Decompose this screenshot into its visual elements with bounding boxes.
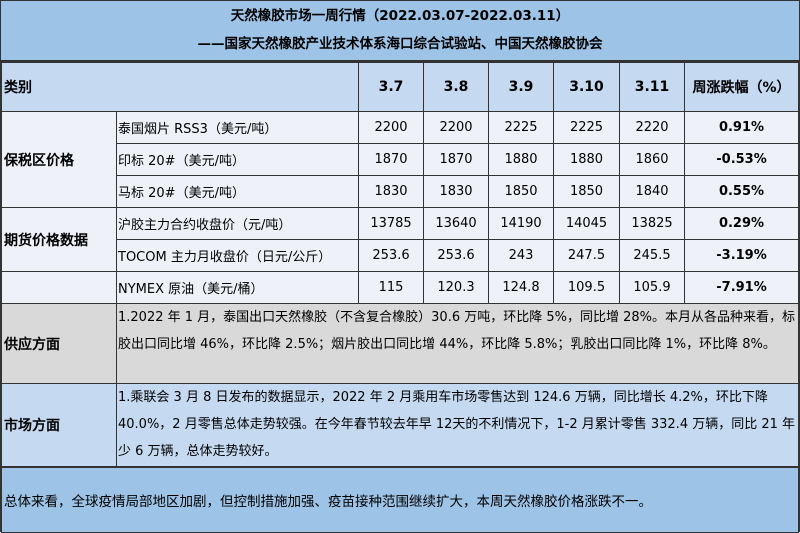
- row-item: 沪胶主力合约收盘价（元/吨）: [116, 207, 359, 240]
- title-line-2: ——国家天然橡胶产业技术体系海口综合试验站、中国天然橡胶协会: [197, 36, 603, 52]
- header-change: 周涨跌幅（%）: [684, 62, 799, 112]
- row-item: NYMEX 原油（美元/桶）: [116, 271, 359, 304]
- row-value: 2200: [358, 111, 424, 144]
- row-value: 1870: [423, 143, 489, 176]
- supply-row: 供应方面 1.2022 年 1 月，泰国出口天然橡胶（不含复合橡胶）30.6 万…: [1, 303, 799, 384]
- row-value: 243: [488, 239, 554, 272]
- row-value: 120.3: [423, 271, 489, 304]
- row-change: 0.91%: [684, 111, 799, 144]
- header-date: 3.11: [619, 62, 685, 112]
- group-bonded: 保税区价格: [1, 111, 117, 208]
- row-value: 247.5: [553, 239, 620, 272]
- row-value: 13640: [423, 207, 489, 240]
- header-row: 类别 3.7 3.8 3.9 3.10 3.11 周涨跌幅（%）: [1, 62, 799, 112]
- market-label: 市场方面: [1, 383, 117, 467]
- row-change: 0.29%: [684, 207, 799, 240]
- row-value: 1880: [553, 143, 620, 176]
- summary-text: 总体来看，全球疫情局部地区加剧，但控制措施加强、疫苗接种范围继续扩大，本周天然橡…: [1, 465, 799, 533]
- row-value: 14190: [488, 207, 554, 240]
- row-value: 1840: [619, 175, 685, 208]
- header-date: 3.10: [553, 62, 620, 112]
- group-futures: 期货价格数据: [1, 207, 117, 272]
- row-value: 2220: [619, 111, 685, 144]
- table-row: 马标 20#（美元/吨） 1830 1830 1850 1850 1840 0.55%: [2, 175, 799, 208]
- table-row: 保税区价格 泰国烟片 RSS3（美元/吨） 2200 2200 2225 2225 2220…: [1, 111, 799, 208]
- row-value: 1850: [488, 175, 554, 208]
- row-value: 124.8: [488, 271, 554, 304]
- row-item: 印标 20#（美元/吨）: [116, 143, 359, 176]
- title-line-1: 天然橡胶市场一周行情（2022.03.07-2022.03.11）: [230, 8, 570, 24]
- price-table: 类别 3.7 3.8 3.9 3.10 3.11 周涨跌幅（%） 保税区价格 泰国…: [1, 62, 799, 533]
- row-value: 1830: [358, 175, 424, 208]
- row-value: 253.6: [423, 239, 489, 272]
- summary-row: 总体来看，全球疫情局部地区加剧，但控制措施加强、疫苗接种范围继续扩大，本周天然橡…: [1, 465, 799, 533]
- row-value: 13785: [358, 207, 424, 240]
- header-date: 3.9: [488, 62, 554, 112]
- row-value: 1880: [488, 143, 554, 176]
- group-empty: [1, 271, 117, 304]
- row-value: 105.9: [619, 271, 685, 304]
- header-date: 3.7: [358, 62, 424, 112]
- market-row: 市场方面 1.乘联会 3 月 8 日发布的数据显示，2022 年 2 月乘用车市…: [1, 383, 799, 467]
- row-value: 1850: [553, 175, 620, 208]
- row-item: 泰国烟片 RSS3（美元/吨）: [116, 111, 359, 144]
- row-item: TOCOM 主力月收盘价（日元/公斤）: [116, 239, 359, 272]
- row-value: 1870: [358, 143, 424, 176]
- table-row: NYMEX 原油（美元/桶） 115 120.3 124.8 109.5 105.9 -7.…: [1, 271, 799, 304]
- row-value: 115: [358, 271, 424, 304]
- row-value: 2225: [553, 111, 620, 144]
- row-value: 13825: [619, 207, 685, 240]
- header-category: 类别: [1, 62, 359, 112]
- row-value: 253.6: [358, 239, 424, 272]
- row-change: 0.55%: [684, 175, 799, 208]
- header-date: 3.8: [423, 62, 489, 112]
- row-change: -7.91%: [684, 271, 799, 304]
- row-change: -3.19%: [684, 239, 799, 272]
- row-value: 2225: [488, 111, 554, 144]
- row-item: 马标 20#（美元/吨）: [116, 175, 359, 208]
- supply-label: 供应方面: [1, 303, 117, 384]
- table-row: 印标 20#（美元/吨） 1870 1870 1880 1880 1860 -0.53%: [2, 143, 799, 176]
- row-value: 109.5: [553, 271, 620, 304]
- row-change: -0.53%: [684, 143, 799, 176]
- supply-text: 1.2022 年 1 月，泰国出口天然橡胶（不含复合橡胶）30.6 万吨，环比降…: [116, 303, 799, 384]
- row-value: 245.5: [619, 239, 685, 272]
- row-value: 1860: [619, 143, 685, 176]
- table-row: TOCOM 主力月收盘价（日元/公斤） 253.6 253.6 243 247.5 245…: [2, 239, 799, 272]
- row-value: 1830: [423, 175, 489, 208]
- table-row: 期货价格数据 沪胶主力合约收盘价（元/吨） 13785 13640 14190 14045…: [1, 207, 799, 272]
- market-text: 1.乘联会 3 月 8 日发布的数据显示，2022 年 2 月乘用车市场零售达到…: [116, 383, 799, 467]
- report-title: 天然橡胶市场一周行情（2022.03.07-2022.03.11） ——国家天然…: [1, 1, 799, 62]
- row-value: 2200: [423, 111, 489, 144]
- row-value: 14045: [553, 207, 620, 240]
